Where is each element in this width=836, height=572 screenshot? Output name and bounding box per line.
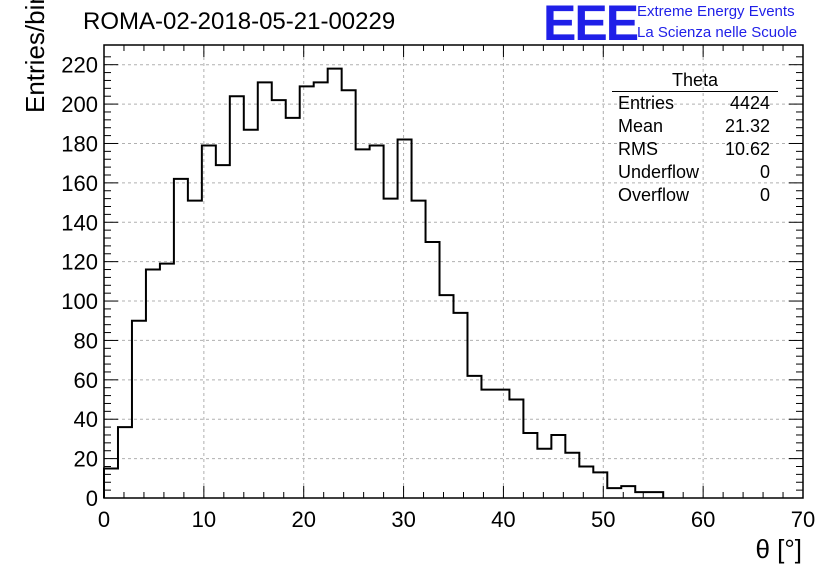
- x-tick-label: 50: [591, 507, 615, 532]
- histogram-bin: [118, 427, 132, 498]
- histogram-bin: [342, 90, 356, 498]
- stats-label: Overflow: [618, 185, 690, 205]
- histogram-bin: [509, 400, 523, 498]
- histogram-bin: [230, 96, 244, 498]
- stats-row-mean: Mean 21.32: [612, 115, 778, 138]
- x-tick-label: 30: [391, 507, 415, 532]
- histogram-bin: [565, 453, 579, 498]
- stats-label: RMS: [618, 139, 658, 159]
- histogram-bin: [258, 82, 272, 498]
- y-tick-label: 180: [61, 131, 98, 156]
- histogram-bin: [328, 69, 342, 498]
- plot-frame: [103, 44, 804, 499]
- stats-row-rms: RMS 10.62: [612, 138, 778, 161]
- histogram-bin: [356, 149, 370, 498]
- histogram-bin: [481, 390, 495, 498]
- histogram-outline: [103, 67, 665, 498]
- y-axis-label: Entries/bin: [20, 0, 50, 113]
- histogram-bin: [244, 130, 258, 498]
- histogram-bin: [607, 488, 621, 498]
- eee-logo-mark: EEE: [543, 0, 639, 51]
- histogram-bin: [398, 140, 412, 498]
- eee-logo-line1: Extreme Energy Events: [637, 3, 795, 20]
- stats-box-title: Theta: [612, 70, 778, 92]
- histogram-bin: [649, 492, 663, 498]
- histogram-bin: [495, 390, 509, 498]
- stats-row-overflow: Overflow 0: [612, 184, 778, 207]
- y-tick-label: 120: [61, 250, 98, 275]
- stats-value: 0: [759, 162, 770, 182]
- histogram-bin: [370, 145, 384, 498]
- y-tick-label: 140: [61, 210, 98, 235]
- x-tick-label: 60: [691, 507, 715, 532]
- y-tick-label: 60: [74, 368, 98, 393]
- histogram-bin: [384, 199, 398, 498]
- histogram-bin: [272, 100, 286, 498]
- histogram-bin: [188, 201, 202, 498]
- histogram-bin: [202, 145, 216, 498]
- x-tick-label: 70: [791, 507, 815, 532]
- histogram-bin: [412, 201, 426, 498]
- histogram-bin: [160, 264, 174, 498]
- y-tick-label: 20: [74, 447, 98, 472]
- histogram-bin: [286, 118, 300, 498]
- histogram-bin: [523, 433, 537, 498]
- stats-value: 0: [759, 185, 770, 205]
- eee-logo-line2: La Scienza nelle Scuole: [637, 24, 798, 41]
- histogram-bin: [174, 179, 188, 498]
- x-tick-label: 40: [491, 507, 515, 532]
- histogram-bin: [314, 82, 328, 498]
- chart-title: ROMA-02-2018-05-21-00229: [83, 8, 396, 35]
- stats-label: Underflow: [618, 162, 700, 182]
- y-tick-label: 40: [74, 407, 98, 432]
- histogram-bin: [146, 270, 160, 498]
- histogram-bin: [537, 449, 551, 498]
- y-tick-label: 100: [61, 289, 98, 314]
- stats-value: 10.62: [724, 139, 770, 159]
- y-tick-label: 200: [61, 92, 98, 117]
- histogram-bin: [216, 165, 230, 498]
- y-tick-label: 220: [61, 53, 98, 78]
- stats-label: Entries: [618, 93, 675, 113]
- histogram-bin: [132, 321, 146, 498]
- histogram-bin: [467, 376, 481, 498]
- histogram-bin: [635, 492, 649, 498]
- histogram-bin: [593, 472, 607, 498]
- x-axis-label: θ [°]: [755, 534, 802, 564]
- stats-row-underflow: Underflow 0: [612, 161, 778, 184]
- histogram-bin: [440, 295, 454, 498]
- stats-row-entries: Entries 4424: [612, 92, 778, 115]
- histogram-bin: [579, 466, 593, 498]
- y-tick-label: 0: [86, 486, 98, 511]
- stats-label: Mean: [618, 116, 664, 136]
- x-tick-label: 0: [98, 507, 110, 532]
- x-tick-label: 10: [192, 507, 216, 532]
- histogram-bin: [104, 468, 118, 498]
- histogram-bin: [551, 435, 565, 498]
- stats-value: 4424: [729, 93, 770, 113]
- histogram-bin: [454, 313, 468, 498]
- histogram-bin: [426, 242, 440, 498]
- y-tick-label: 80: [74, 328, 98, 353]
- y-tick-label: 160: [61, 171, 98, 196]
- histogram-bin: [300, 86, 314, 498]
- stats-value: 21.32: [724, 116, 770, 136]
- stats-box: Theta Entries 4424 Mean 21.32 RMS 10.62 …: [612, 70, 778, 207]
- x-tick-label: 20: [291, 507, 315, 532]
